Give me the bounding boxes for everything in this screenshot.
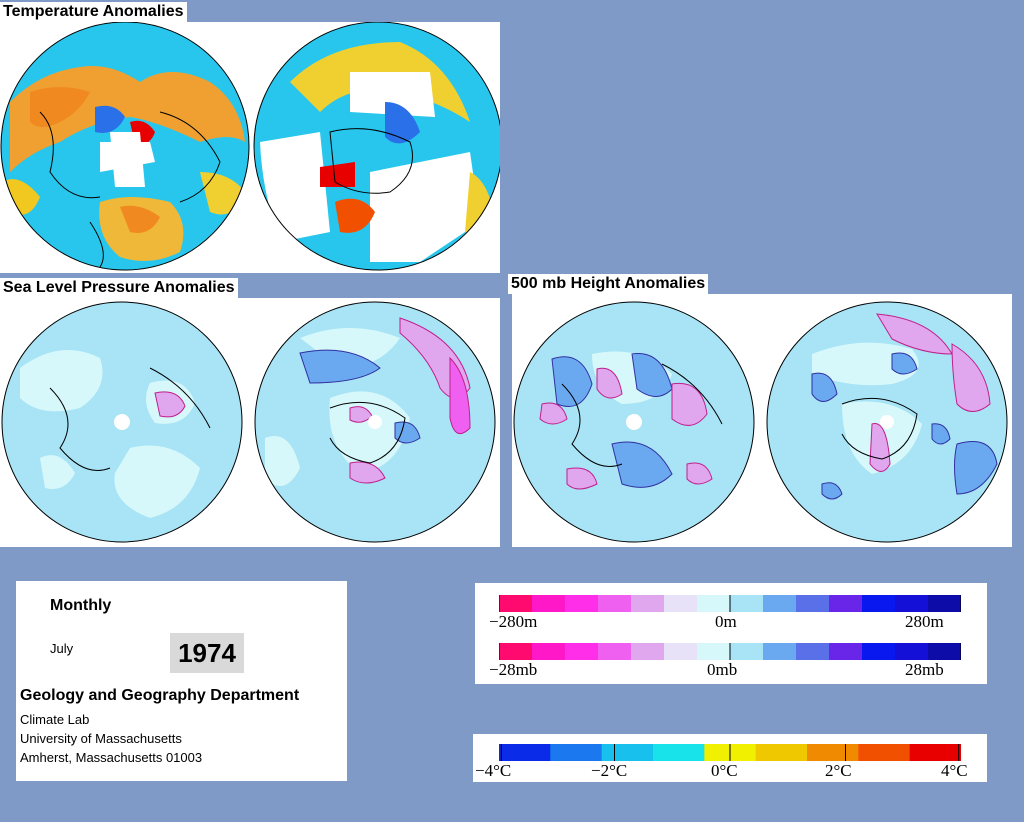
color-swatch	[909, 744, 961, 761]
pressure-color-bar	[499, 643, 961, 660]
color-swatch	[829, 595, 863, 612]
color-swatch	[763, 595, 797, 612]
color-swatch	[763, 643, 797, 660]
temp-label-2: 2°C	[825, 761, 852, 780]
temp-label-4: 4°C	[941, 761, 968, 780]
pressure-mid-label: 0mb	[707, 660, 738, 679]
color-swatch	[796, 595, 830, 612]
height-min-label: −280m	[489, 612, 538, 631]
color-swatch	[858, 744, 911, 761]
height-maps	[513, 301, 1008, 543]
temperature-title: Temperature Anomalies	[0, 2, 187, 22]
color-swatch	[499, 595, 533, 612]
temperature-legend: −4°C −2°C 0°C 2°C 4°C	[473, 734, 987, 782]
pressure-max-label: 28mb	[905, 660, 944, 679]
lab-label: Climate Lab	[20, 712, 90, 727]
color-swatch	[807, 744, 859, 761]
year-label: 1974	[170, 633, 244, 673]
color-swatch	[664, 643, 698, 660]
color-swatch	[664, 595, 698, 612]
color-swatch	[598, 595, 632, 612]
color-swatch	[499, 643, 533, 660]
color-swatch	[730, 643, 764, 660]
temp-label-0: 0°C	[711, 761, 738, 780]
slp-title: Sea Level Pressure Anomalies	[0, 278, 238, 298]
temp-label-minus4: −4°C	[475, 761, 512, 780]
height-mid-label: 0m	[715, 612, 737, 631]
height-max-label: 280m	[905, 612, 944, 631]
color-swatch	[499, 744, 551, 761]
height-map-north	[514, 302, 754, 542]
color-swatch	[862, 643, 896, 660]
slp-maps	[1, 301, 496, 543]
color-swatch	[601, 744, 654, 761]
temperature-color-bar	[499, 744, 961, 761]
info-box: Monthly July 1974 Geology and Geography …	[16, 581, 347, 781]
slp-maps-panel	[0, 298, 500, 547]
color-swatch	[532, 595, 566, 612]
period-label: Monthly	[50, 597, 112, 614]
color-swatch	[862, 595, 896, 612]
color-swatch	[895, 643, 929, 660]
temperature-maps-panel	[0, 22, 500, 273]
temp-label-minus2: −2°C	[591, 761, 628, 780]
color-swatch	[565, 643, 599, 660]
address-label: Amherst, Massachusetts 01003	[20, 750, 203, 765]
height-map-south	[767, 302, 1007, 542]
department-label: Geology and Geography Department	[20, 687, 300, 704]
color-swatch	[829, 643, 863, 660]
month-label: July	[50, 641, 74, 656]
anomaly-legend: −280m 0m 280m −28mb 0mb 28mb	[475, 583, 987, 684]
temperature-map-south	[254, 22, 500, 270]
temperature-maps	[0, 22, 500, 271]
color-swatch	[928, 595, 961, 612]
color-swatch	[532, 643, 566, 660]
color-swatch	[631, 595, 665, 612]
color-swatch	[796, 643, 830, 660]
color-swatch	[697, 643, 731, 660]
color-swatch	[550, 744, 603, 761]
color-swatch	[631, 643, 665, 660]
height-color-bar	[499, 595, 961, 612]
color-swatch	[697, 595, 731, 612]
university-label: University of Massachusetts	[20, 731, 182, 746]
color-swatch	[895, 595, 929, 612]
color-swatch	[928, 643, 961, 660]
temperature-map-north	[1, 22, 249, 270]
color-swatch	[755, 744, 808, 761]
height-maps-panel	[512, 294, 1012, 547]
color-swatch	[653, 744, 705, 761]
slp-map-south	[255, 302, 495, 542]
pressure-min-label: −28mb	[489, 660, 538, 679]
height-title: 500 mb Height Anomalies	[508, 274, 709, 294]
color-swatch	[730, 595, 764, 612]
color-swatch	[598, 643, 632, 660]
slp-map-north	[2, 302, 242, 542]
color-swatch	[565, 595, 599, 612]
